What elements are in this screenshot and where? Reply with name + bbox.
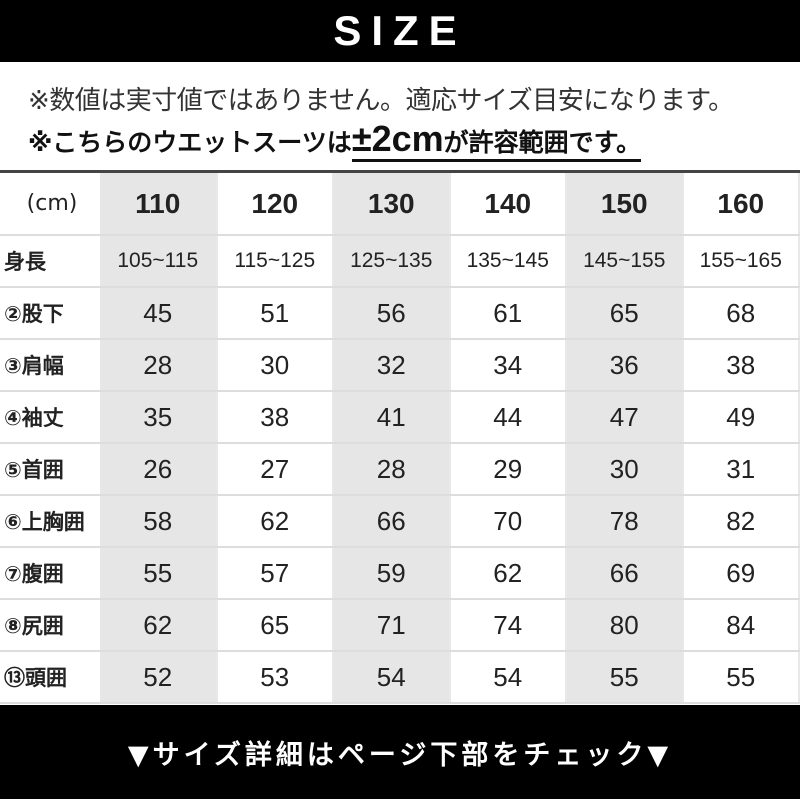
size-header: 160 (682, 173, 800, 236)
table-cell: 155~165 (682, 235, 800, 288)
table-cell: 56 (333, 287, 451, 340)
table-cell: 53 (216, 651, 334, 704)
table-top-divider (0, 170, 800, 173)
table-cell: 65 (216, 599, 334, 652)
row-label: ④袖丈 (0, 391, 100, 444)
note-tolerance-underlined: ±2cmが許容範囲です。 (351, 118, 642, 162)
table-cell: 61 (449, 287, 567, 340)
table-cell: 55 (566, 651, 684, 704)
note-not-actual-size: ※数値は実寸値ではありません。適応サイズ目安になります。 (28, 86, 734, 116)
tolerance-value: ±2cm (351, 118, 444, 159)
table-cell: 47 (566, 391, 684, 444)
table-row: ⑦腹囲 55 57 59 62 66 69 (0, 547, 800, 600)
table-cell: 70 (449, 495, 567, 548)
table-row: ⑤首囲 26 27 28 29 30 31 (0, 443, 800, 496)
table-cell: 125~135 (333, 235, 451, 288)
table-cell: 55 (682, 651, 800, 704)
table-cell: 84 (682, 599, 800, 652)
size-header: 130 (333, 173, 451, 236)
table-cell: 38 (682, 339, 800, 392)
table-cell: 26 (100, 443, 218, 496)
table-cell: 31 (682, 443, 800, 496)
row-label: ②股下 (0, 287, 100, 340)
table-row: 身長 105~115 115~125 125~135 135~145 145~155 155… (0, 235, 800, 288)
table-row: ⑥上胸囲 58 62 66 70 78 82 (0, 495, 800, 548)
table-cell: 59 (333, 547, 451, 600)
table-cell: 66 (566, 547, 684, 600)
table-cell: 51 (216, 287, 334, 340)
table-cell: 27 (216, 443, 334, 496)
table-cell: 74 (449, 599, 567, 652)
table-cell: 66 (333, 495, 451, 548)
note-tolerance: ※こちらのウエットスーツは±2cmが許容範囲です。 (28, 118, 642, 162)
table-cell: 54 (333, 651, 451, 704)
table-cell: 41 (333, 391, 451, 444)
table-cell: 105~115 (100, 235, 218, 288)
row-label: ⑧尻囲 (0, 599, 100, 652)
table-cell: 68 (682, 287, 800, 340)
table-cell: 36 (566, 339, 684, 392)
table-cell: 71 (333, 599, 451, 652)
table-cell: 58 (100, 495, 218, 548)
table-cell: 28 (333, 443, 451, 496)
table-cell: 44 (449, 391, 567, 444)
table-cell: 80 (566, 599, 684, 652)
table-cell: 69 (682, 547, 800, 600)
table-cell: 57 (216, 547, 334, 600)
table-cell: 52 (100, 651, 218, 704)
table-cell: 32 (333, 339, 451, 392)
footer-banner: ▼サイズ詳細はページ下部をチェック▼ (0, 705, 800, 799)
table-cell: 62 (100, 599, 218, 652)
table-cell: 34 (449, 339, 567, 392)
size-header: 120 (216, 173, 334, 236)
table-cell: 30 (566, 443, 684, 496)
unit-label: (cm) (0, 173, 100, 236)
footer-text: ▼サイズ詳細はページ下部をチェック▼ (127, 739, 673, 771)
table-cell: 29 (449, 443, 567, 496)
row-label: ⑬頭囲 (0, 651, 100, 704)
table-cell: 82 (682, 495, 800, 548)
size-header: 150 (566, 173, 684, 236)
row-label: ③肩幅 (0, 339, 100, 392)
table-row: ②股下 45 51 56 61 65 68 (0, 287, 800, 340)
table-header-row: (cm) 110 120 130 140 150 160 (0, 173, 800, 236)
table-row: ⑬頭囲 52 53 54 54 55 55 (0, 651, 800, 704)
table-cell: 28 (100, 339, 218, 392)
table-cell: 55 (100, 547, 218, 600)
size-banner: SIZE (0, 0, 800, 62)
table-cell: 145~155 (566, 235, 684, 288)
table-cell: 54 (449, 651, 567, 704)
row-label: 身長 (0, 235, 100, 288)
table-row: ③肩幅 28 30 32 34 36 38 (0, 339, 800, 392)
table-cell: 38 (216, 391, 334, 444)
table-cell: 62 (216, 495, 334, 548)
table-cell: 135~145 (449, 235, 567, 288)
table-cell: 49 (682, 391, 800, 444)
banner-title: SIZE (333, 7, 467, 54)
table-cell: 62 (449, 547, 567, 600)
table-cell: 35 (100, 391, 218, 444)
note-tolerance-suffix: が許容範囲です。 (443, 128, 642, 157)
table-row: ⑧尻囲 62 65 71 74 80 84 (0, 599, 800, 652)
row-label: ⑥上胸囲 (0, 495, 100, 548)
table-cell: 78 (566, 495, 684, 548)
size-header: 140 (449, 173, 567, 236)
row-label: ⑦腹囲 (0, 547, 100, 600)
row-label: ⑤首囲 (0, 443, 100, 496)
table-row: ④袖丈 35 38 41 44 47 49 (0, 391, 800, 444)
table-cell: 30 (216, 339, 334, 392)
table-cell: 115~125 (216, 235, 334, 288)
size-table: (cm) 110 120 130 140 150 160 身長 105~115 115~125 12… (0, 173, 800, 704)
size-header: 110 (100, 173, 218, 236)
table-cell: 65 (566, 287, 684, 340)
table-cell: 45 (100, 287, 218, 340)
note-tolerance-prefix: ※こちらのウエットスーツは (28, 128, 352, 157)
